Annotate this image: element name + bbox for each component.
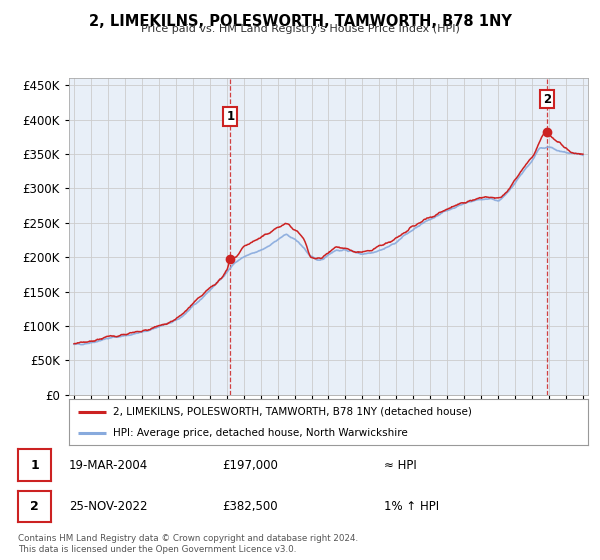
- Text: ≈ HPI: ≈ HPI: [384, 459, 417, 472]
- Text: HPI: Average price, detached house, North Warwickshire: HPI: Average price, detached house, Nort…: [113, 428, 408, 438]
- Text: 2: 2: [543, 92, 551, 105]
- Text: Contains HM Land Registry data © Crown copyright and database right 2024.
This d: Contains HM Land Registry data © Crown c…: [18, 534, 358, 554]
- Text: £197,000: £197,000: [222, 459, 278, 472]
- Text: 2: 2: [30, 500, 39, 513]
- Text: Price paid vs. HM Land Registry's House Price Index (HPI): Price paid vs. HM Land Registry's House …: [140, 24, 460, 34]
- Text: £382,500: £382,500: [222, 500, 278, 513]
- Text: 2, LIMEKILNS, POLESWORTH, TAMWORTH, B78 1NY: 2, LIMEKILNS, POLESWORTH, TAMWORTH, B78 …: [89, 14, 511, 29]
- Text: 19-MAR-2004: 19-MAR-2004: [69, 459, 148, 472]
- Text: 1: 1: [226, 110, 235, 123]
- Text: 1: 1: [30, 459, 39, 472]
- Text: 1% ↑ HPI: 1% ↑ HPI: [384, 500, 439, 513]
- Text: 25-NOV-2022: 25-NOV-2022: [69, 500, 148, 513]
- Text: 2, LIMEKILNS, POLESWORTH, TAMWORTH, B78 1NY (detached house): 2, LIMEKILNS, POLESWORTH, TAMWORTH, B78 …: [113, 407, 472, 417]
